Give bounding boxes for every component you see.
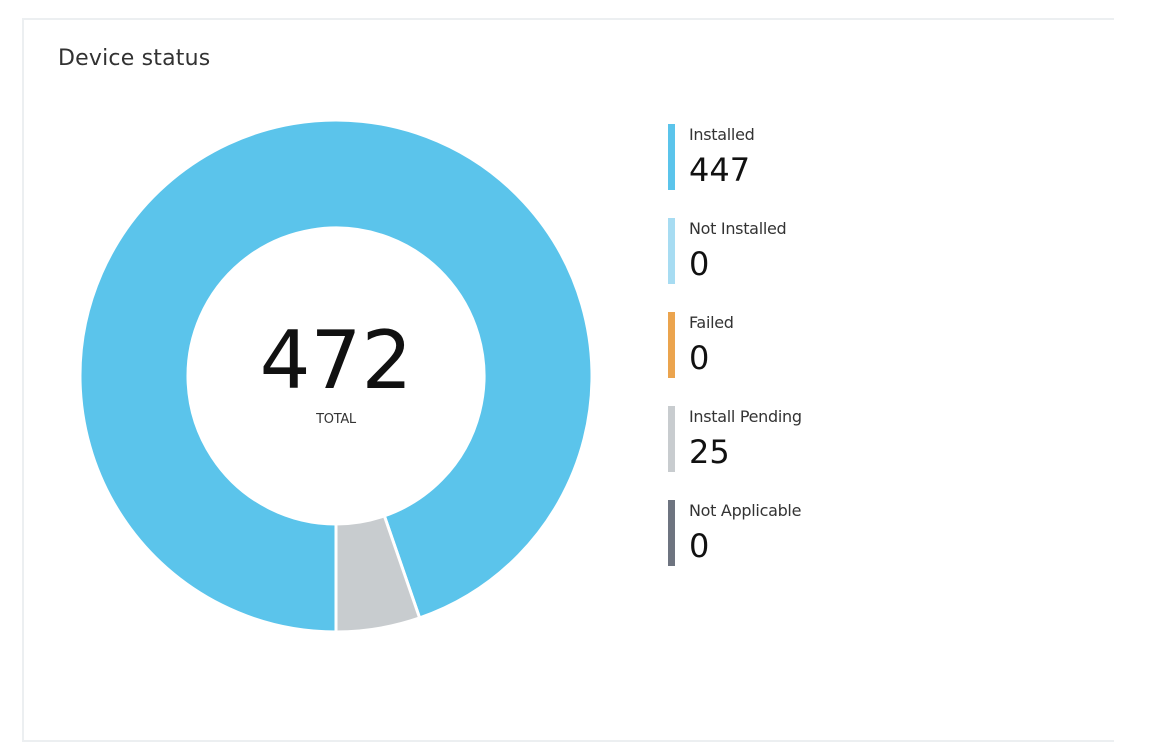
slice-installed[interactable] — [78, 118, 594, 634]
legend-label: Not Applicable — [689, 501, 802, 520]
card-title: Device status — [58, 46, 211, 71]
legend-value: 447 — [689, 151, 751, 189]
legend-swatch — [668, 406, 675, 472]
legend-value: 0 — [689, 527, 710, 565]
slice-install-pending[interactable] — [334, 513, 422, 634]
legend-value: 0 — [689, 339, 710, 377]
legend-value: 25 — [689, 433, 730, 471]
legend-label: Not Installed — [689, 219, 787, 238]
legend-label: Failed — [689, 313, 734, 332]
legend-swatch — [668, 312, 675, 378]
donut-chart[interactable] — [78, 118, 594, 634]
legend-value: 0 — [689, 245, 710, 283]
legend-swatch — [668, 124, 675, 190]
legend-swatch — [668, 218, 675, 284]
legend-label: Installed — [689, 125, 755, 144]
legend-label: Install Pending — [689, 407, 802, 426]
legend-swatch — [668, 500, 675, 566]
